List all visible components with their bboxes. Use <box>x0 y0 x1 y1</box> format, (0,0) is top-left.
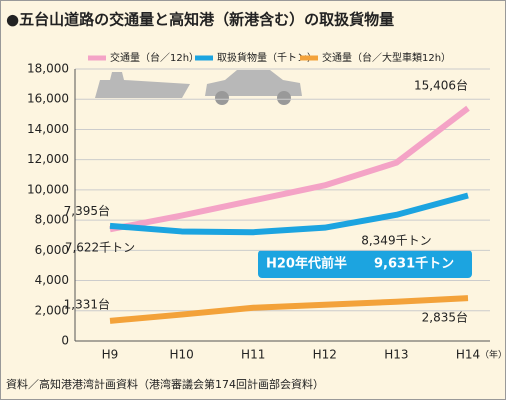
data-label: 9,631千トン <box>374 256 454 272</box>
legend-label: 交通量（台／大型車類12h） <box>322 51 451 64</box>
y-tick-label: 8,000 <box>35 213 69 227</box>
data-label: 7,622千トン <box>65 240 135 254</box>
data-label: 8,349千トン <box>361 233 431 247</box>
annotation: H20年代前半 <box>266 256 347 272</box>
x-axis-label: （年） <box>480 349 506 361</box>
series-line <box>109 295 469 324</box>
legend-label: 交通量（台／12h） <box>110 51 199 64</box>
x-tick-label: H9 <box>102 348 119 362</box>
legend-label: 取扱貨物量（千トン） <box>217 51 317 64</box>
x-tick-label: H14 <box>456 348 480 362</box>
data-label: 1,331台 <box>64 296 110 311</box>
x-tick-label: H11 <box>241 348 265 362</box>
series-line <box>109 192 469 236</box>
y-tick-label: 16,000 <box>27 92 69 106</box>
data-label: 2,835台 <box>422 310 468 325</box>
chart-title: ●五台山道路の交通量と高知港（新港含む）の取扱貨物量 <box>6 11 394 29</box>
y-tick-label: 4,000 <box>35 273 69 287</box>
x-tick-label: H10 <box>169 348 193 362</box>
x-tick-label: H12 <box>313 348 337 362</box>
y-tick-label: 2,000 <box>35 303 69 317</box>
data-label: 15,406台 <box>414 78 468 93</box>
source: 資料／高知港港湾計画資料（港湾審議会第174回計画部会資料） <box>6 377 324 391</box>
series-line <box>109 105 470 233</box>
y-tick-label: 6,000 <box>35 243 69 257</box>
callout-box <box>258 250 472 278</box>
data-label: 7,395台 <box>64 203 110 218</box>
y-tick-label: 0 <box>61 334 69 348</box>
y-tick-label: 14,000 <box>27 122 69 136</box>
y-tick-label: 18,000 <box>27 62 69 76</box>
x-tick-label: H13 <box>384 348 408 362</box>
icons <box>95 70 302 105</box>
y-tick-label: 10,000 <box>27 182 69 196</box>
y-tick-label: 12,000 <box>27 152 69 166</box>
